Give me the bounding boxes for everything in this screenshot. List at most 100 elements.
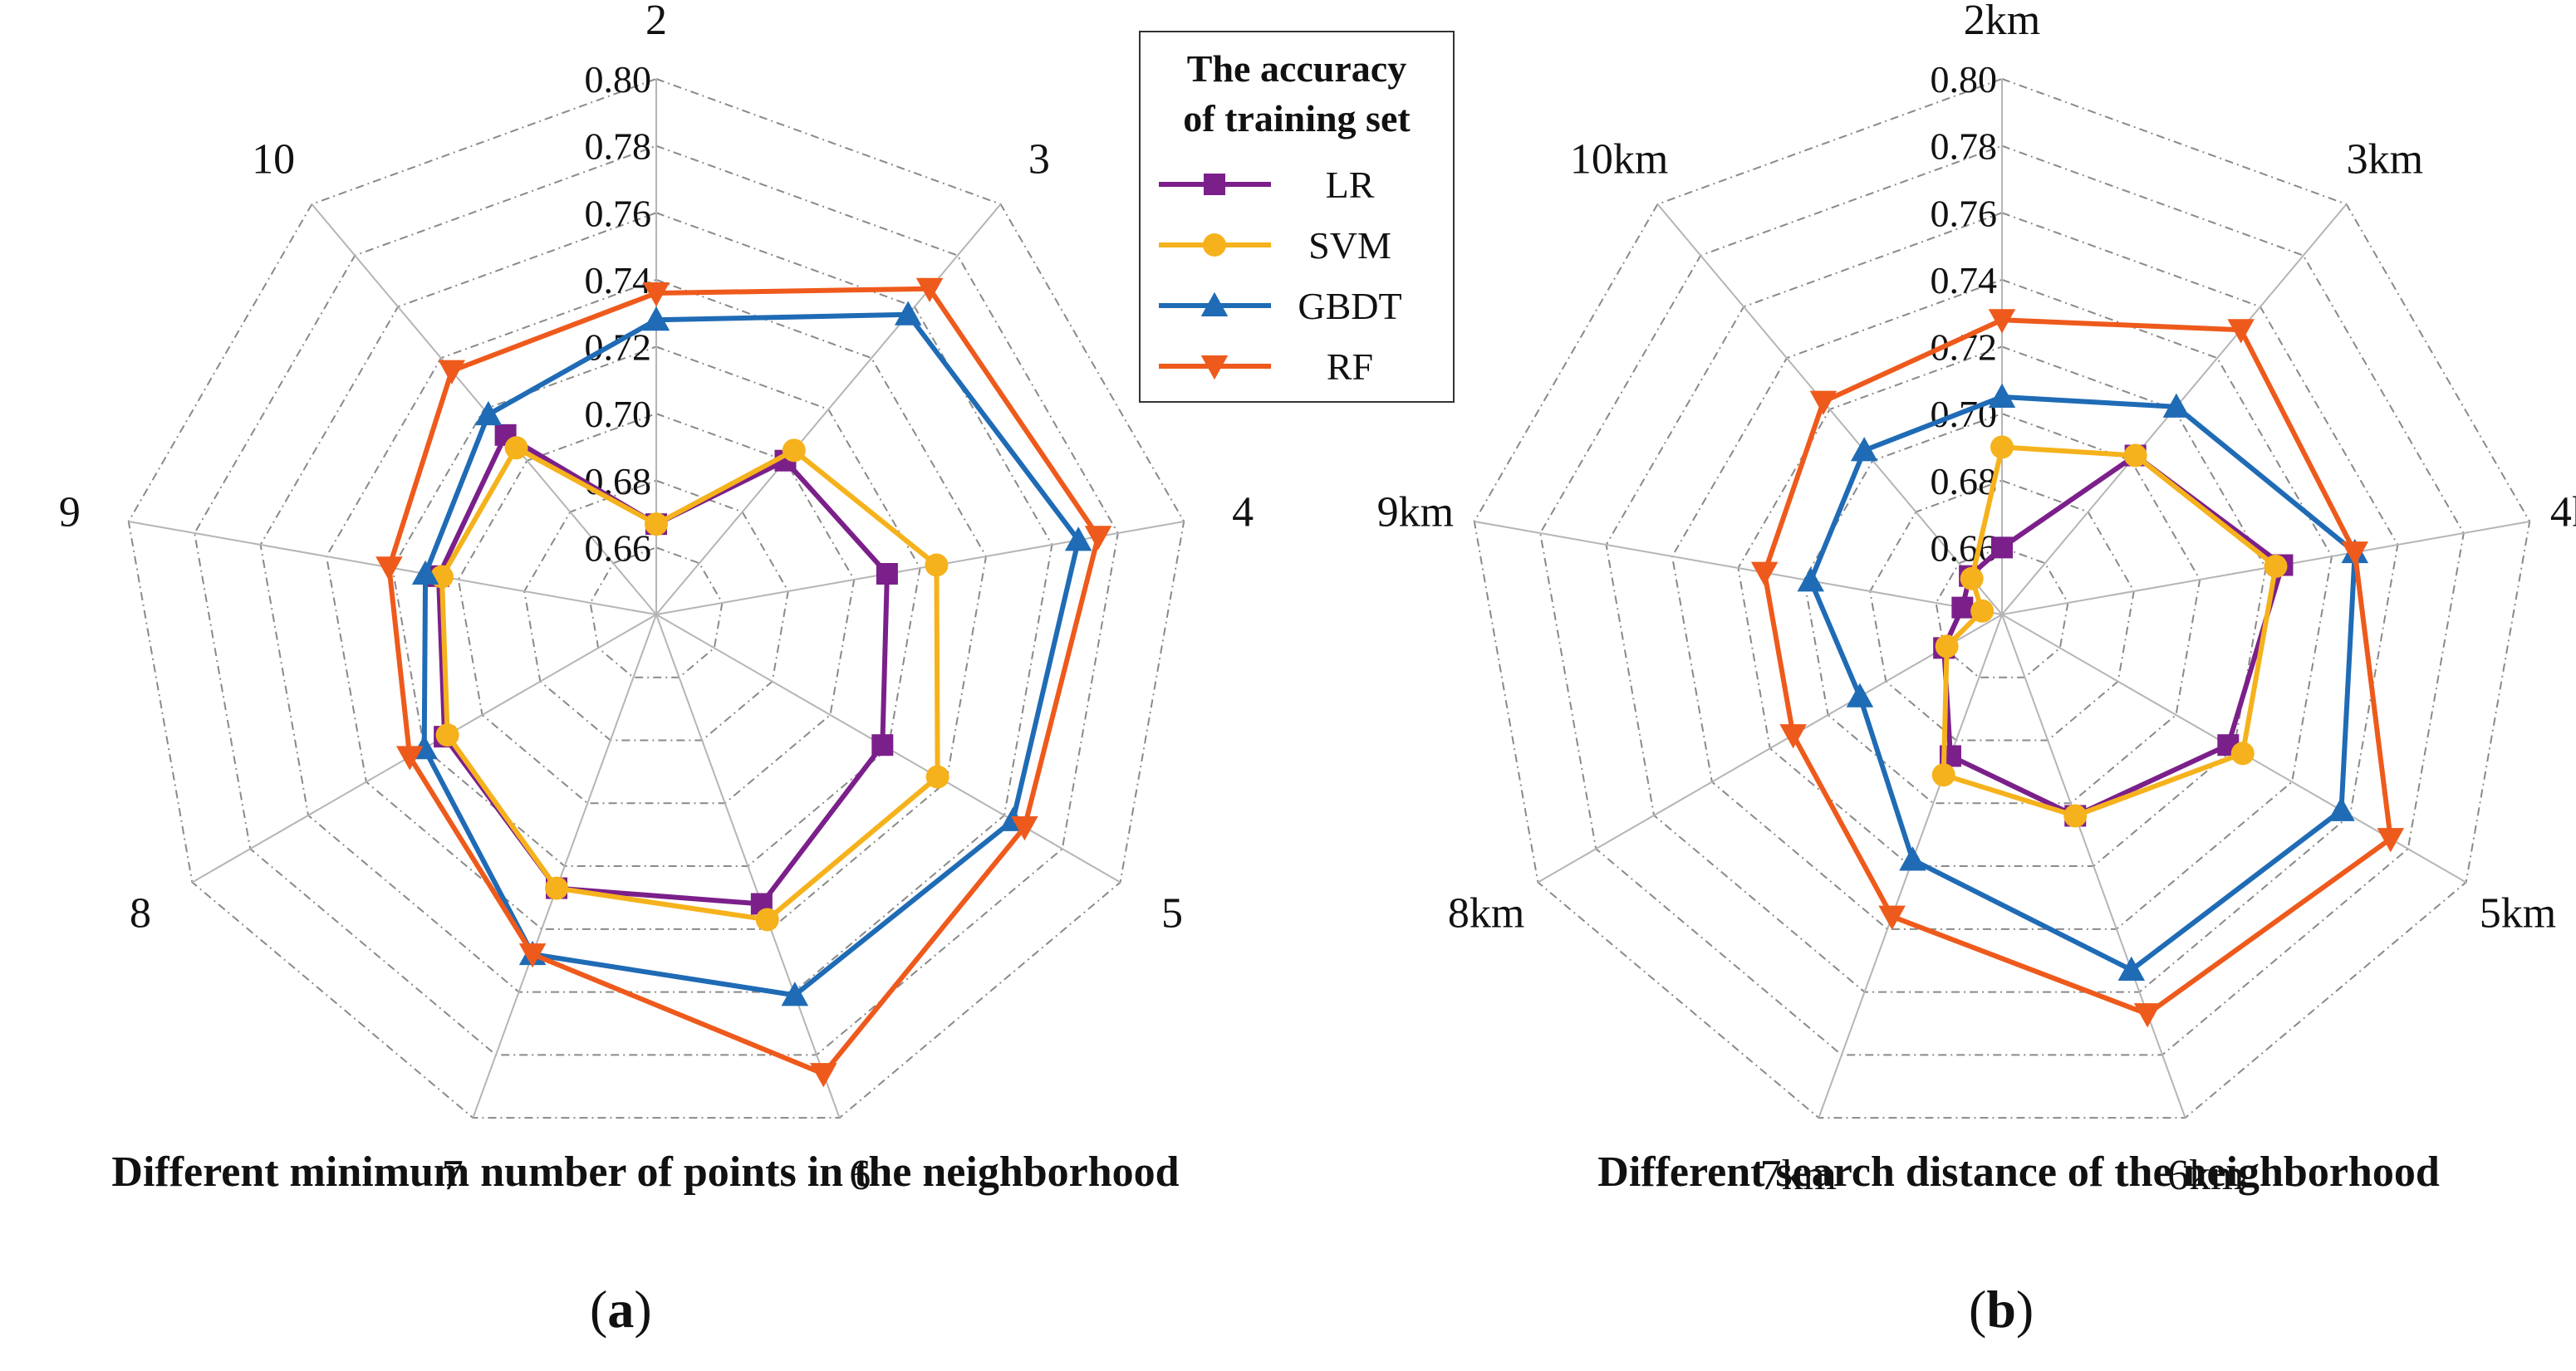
grid-spoke: [655, 614, 841, 1119]
data-point-gbdt: [2328, 796, 2355, 821]
data-point-svm: [2230, 742, 2255, 766]
radial-tick-label: 0.72: [585, 326, 652, 369]
data-point-gbdt: [411, 560, 439, 585]
grid-spoke: [655, 203, 1002, 615]
data-point-svm: [1990, 435, 2014, 459]
legend-box: [1139, 31, 1455, 403]
data-point-rf: [438, 360, 466, 384]
grid-ring: [1605, 212, 2399, 993]
radar-grid: [1473, 77, 2531, 1119]
legend-entries: LR SVM GBDT RF: [1159, 164, 1402, 388]
category-label: 9: [59, 488, 81, 536]
radial-tick-label: 0.80: [585, 58, 652, 100]
grid-ring: [325, 278, 988, 930]
data-point-svm: [2264, 554, 2288, 578]
category-label: 3: [1028, 136, 1050, 184]
grid-ring: [1473, 77, 2531, 1119]
data-point-svm: [2063, 804, 2088, 828]
legend-marker: [1200, 291, 1229, 316]
legend: The accuracy of training set LR SVM GBDT RF: [1139, 31, 1455, 403]
data-point-rf: [2227, 319, 2255, 344]
data-point-svm: [645, 512, 668, 536]
data-point-gbdt: [894, 301, 922, 326]
series-lr: [427, 424, 898, 915]
legend-title-line2: of training set: [1183, 97, 1411, 140]
xlabel-a: Different minimum number of points in th…: [111, 1148, 1179, 1196]
data-point-rf: [1809, 390, 1838, 415]
data-point-svm: [1931, 763, 1955, 787]
data-point-gbdt: [1064, 526, 1092, 551]
data-point-rf: [375, 556, 403, 581]
data-point-rf: [518, 943, 547, 968]
category-label: 5km: [2480, 890, 2556, 938]
grid-spoke: [472, 614, 657, 1119]
data-point-rf: [1878, 905, 1906, 930]
data-point-svm: [925, 553, 949, 577]
data-point-svm: [782, 438, 806, 463]
series-line-lr: [1941, 453, 2285, 819]
data-point-lr: [876, 562, 898, 585]
series-line-gbdt: [421, 311, 1082, 998]
data-point-svm: [1970, 599, 1995, 623]
radial-tick-label: 0.76: [1931, 192, 1998, 234]
grid-ring: [589, 546, 724, 678]
data-point-rf: [915, 277, 944, 303]
data-point-gbdt: [1846, 683, 1874, 708]
data-point-rf: [1084, 526, 1112, 551]
series-rf: [1750, 309, 2405, 1028]
series-line-gbdt: [1808, 394, 2358, 973]
radial-tick-label: 0.74: [585, 259, 652, 301]
data-point-svm: [435, 723, 459, 747]
legend-label: GBDT: [1298, 285, 1401, 327]
grid-ring: [1737, 345, 2267, 868]
category-label: 4: [1232, 488, 1254, 536]
category-label: 6km: [2167, 1152, 2244, 1199]
legend-marker: [1204, 174, 1225, 195]
legend-marker: [1200, 355, 1229, 380]
data-point-svm: [545, 876, 569, 900]
data-point-lr: [871, 734, 894, 756]
radial-tick-label: 0.76: [585, 192, 652, 234]
grid-spoke: [1474, 521, 2003, 615]
series-svm: [429, 436, 949, 932]
data-point-svm: [755, 908, 779, 932]
data-point-gbdt: [1850, 437, 1878, 462]
grid-ring: [127, 77, 1185, 1119]
legend-entry-svm: SVM: [1159, 224, 1391, 267]
radar-chart-a: 0.66 0.68 0.70 0.72 0.74 0.76 0.78 0.80 2 3 4 5 6 7 8 9…: [59, 0, 1254, 1199]
radial-tick-label: 0.80: [1931, 58, 1998, 100]
radar-grid: [127, 77, 1185, 1119]
radial-tick-label: 0.68: [585, 460, 652, 502]
data-point-rf: [642, 282, 670, 307]
legend-marker: [1203, 233, 1226, 257]
series-svm: [1931, 435, 2288, 828]
grid-spoke: [1537, 614, 2003, 884]
radial-tick-label: 0.74: [1931, 259, 1998, 301]
panel-label-a: (a): [590, 1280, 652, 1339]
grid-ring: [1671, 278, 2333, 930]
legend-label: RF: [1327, 345, 1373, 388]
data-point-svm: [2123, 443, 2147, 468]
legend-entry-lr: LR: [1159, 164, 1375, 206]
category-label: 2: [645, 0, 667, 44]
data-point-rf: [396, 746, 424, 771]
data-point-svm: [504, 436, 528, 460]
series-gbdt: [1797, 383, 2369, 982]
grid-ring: [1803, 413, 2201, 805]
category-label: 10: [252, 136, 295, 184]
grid-spoke: [2001, 614, 2186, 1119]
category-label: 3km: [2347, 136, 2423, 184]
category-label: 5: [1161, 890, 1183, 938]
data-point-gbdt: [2117, 956, 2146, 982]
category-label: 2km: [1964, 0, 2040, 44]
radial-tick-label: 0.70: [585, 393, 652, 435]
data-point-svm: [1935, 634, 1959, 659]
radial-tick-label: 0.78: [1931, 125, 1998, 168]
radial-tick-label: 0.78: [585, 125, 652, 168]
data-point-gbdt: [1797, 567, 1824, 592]
grid-ring: [391, 345, 921, 868]
data-point-gbdt: [1988, 383, 2016, 408]
data-point-rf: [1011, 815, 1038, 841]
radial-tick-label: 0.66: [585, 526, 652, 569]
data-point-rf: [2377, 828, 2405, 853]
